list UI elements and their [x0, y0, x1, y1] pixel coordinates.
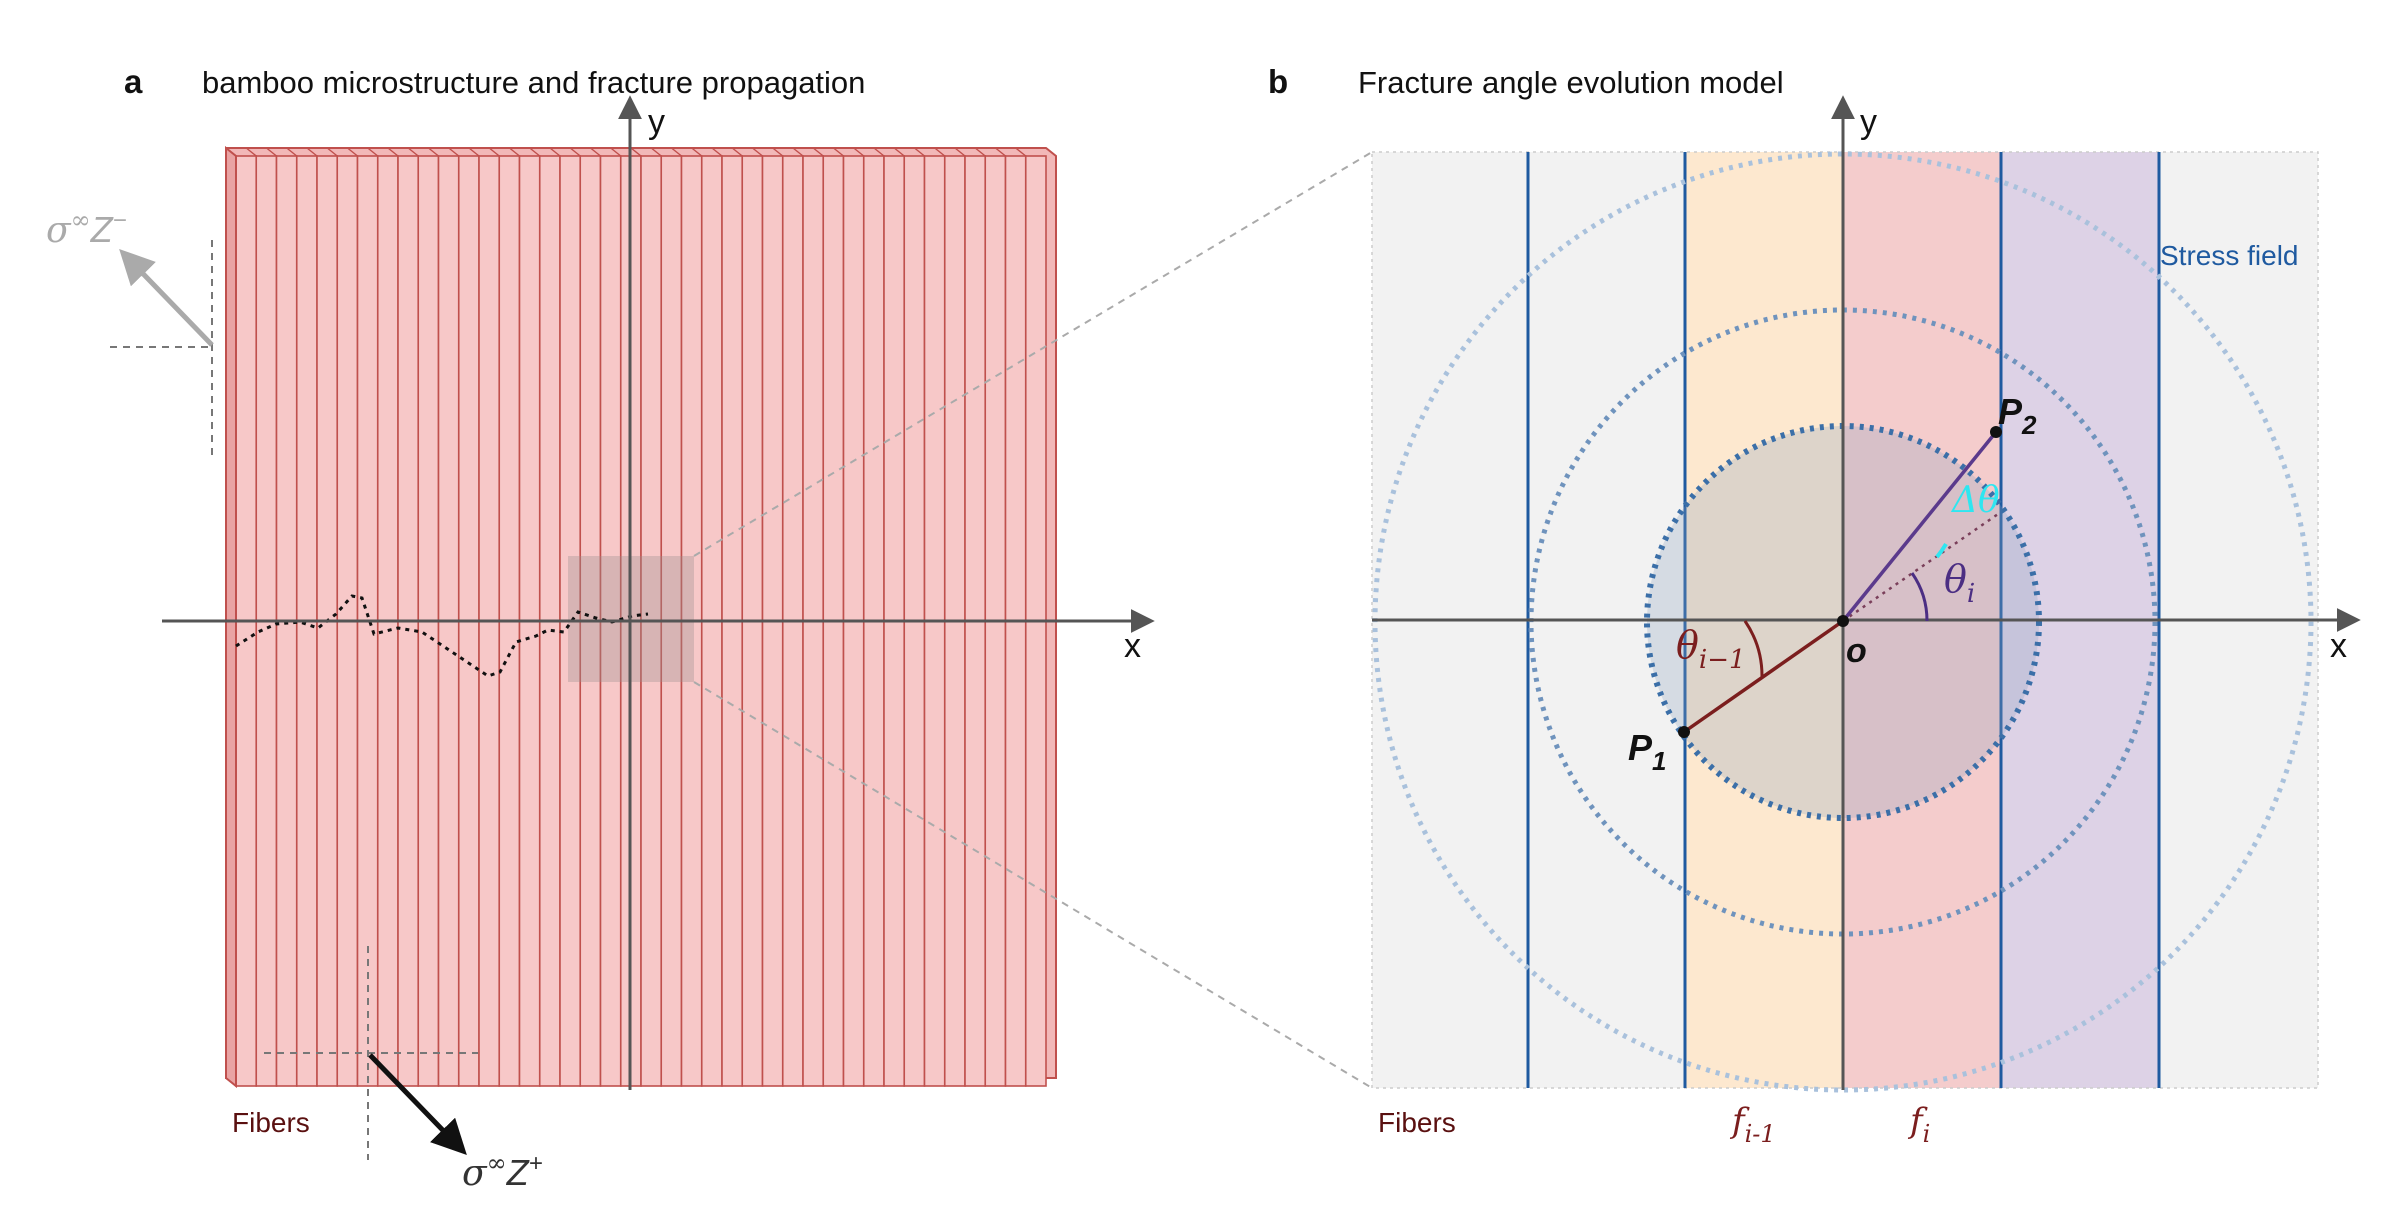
- fiber-strip-edge: [569, 147, 581, 157]
- fiber-i-label: fi: [1907, 1101, 1930, 1148]
- stress-circle-middle: [1528, 307, 2158, 937]
- p1-label: P1: [1628, 727, 1666, 776]
- fiber-strip-edge: [488, 147, 500, 157]
- panel-b-x-label: x: [2330, 627, 2347, 665]
- panel-a-fibers-label: Fibers: [232, 1107, 310, 1138]
- fiber-strip-edge: [650, 147, 662, 157]
- fiber-strip-edge: [428, 147, 439, 157]
- load-top-left: σ∞Z−: [46, 206, 214, 458]
- fiber-strip-edge: [995, 147, 1006, 157]
- fiber-strip-edge: [691, 147, 703, 157]
- load-bottom-label: σ∞Z+: [462, 1149, 543, 1194]
- fiber-strip-edge: [954, 147, 966, 157]
- theta-i-arc: [1910, 572, 1929, 622]
- fiber-strip-edge: [468, 147, 480, 157]
- fiber-strip-edge: [610, 147, 622, 157]
- origin-label: o: [1846, 632, 1867, 670]
- fiber-strip-edge: [448, 147, 460, 157]
- panel-a: a bamboo microstructure and fracture pro…: [46, 63, 1155, 1194]
- point-p1: [1678, 726, 1690, 738]
- panel-a-label: a: [124, 63, 143, 100]
- load-bottom-arrow: [368, 1053, 467, 1156]
- panel-b-label: b: [1268, 63, 1288, 100]
- origin-point: [1837, 615, 1849, 627]
- fiber-strip-edge: [671, 147, 682, 157]
- theta-i-label: θi: [1944, 557, 1975, 609]
- fiber-strip-edge: [893, 147, 905, 157]
- panel-a-title: bamboo microstructure and fracture propa…: [202, 65, 865, 100]
- stress-field-label: Stress field: [2160, 240, 2299, 271]
- fiber-strip-edge: [590, 147, 601, 157]
- fiber-strip-edge: [266, 147, 277, 157]
- point-p2: [1990, 426, 2002, 438]
- panel-b-y-label: y: [1860, 103, 1877, 141]
- fiber-strip-edge: [731, 147, 743, 157]
- fiber-strip-edge: [772, 147, 784, 157]
- fiber-strip-edge: [853, 147, 865, 157]
- theta-prev-label: θi−1: [1676, 623, 1746, 675]
- fiber-block-side: [225, 145, 237, 1089]
- delta-theta-arc: [1935, 542, 1948, 559]
- fiber-strip-edge: [549, 147, 561, 157]
- load-top-label: σ∞Z−: [46, 206, 127, 251]
- fiber-strip-edge: [873, 147, 885, 157]
- fiber-prev-label: fi-1: [1729, 1101, 1776, 1148]
- fiber-strip-edge: [833, 147, 844, 157]
- fiber-strip-edge: [326, 147, 338, 157]
- panel-b-fibers-label: Fibers: [1378, 1107, 1456, 1138]
- panel-b-title: Fracture angle evolution model: [1358, 65, 1784, 100]
- fiber-strip-edge: [306, 147, 318, 157]
- fiber-strip-edge: [934, 147, 946, 157]
- fiber-strip-edge: [752, 147, 763, 157]
- fiber-strip-edge: [1015, 147, 1027, 157]
- fiber-strip-edge: [792, 147, 804, 157]
- panel-b: b Fracture angle evolution model Stress …: [1268, 63, 2361, 1148]
- zoom-connector-bottom: [693, 681, 1373, 1089]
- fiber-strip-edge: [914, 147, 925, 157]
- fiber-strip-edge: [529, 147, 541, 157]
- theta-prev-arc: [1743, 620, 1764, 678]
- fiber-strip-edge: [509, 147, 520, 157]
- segment-o-p2: [1841, 430, 1998, 623]
- fiber-strip-edge: [367, 147, 379, 157]
- fiber-strip-edge: [407, 147, 419, 157]
- fiber-strip-edge: [387, 147, 399, 157]
- fiber-strip-edge: [286, 147, 298, 157]
- p2-label: P2: [1998, 391, 2037, 440]
- fiber-strip-edge: [347, 147, 358, 157]
- zoom-connector-top: [693, 151, 1373, 557]
- fiber-strip-edge: [245, 147, 257, 157]
- fiber-strip-edge: [711, 147, 723, 157]
- fiber-strip-edge: [630, 147, 642, 157]
- fiber-strip-edge: [974, 147, 986, 157]
- load-top-arrow: [119, 248, 214, 347]
- load-bottom: σ∞Z+: [264, 946, 543, 1194]
- stress-circle-outer: [1372, 151, 2314, 1093]
- delta-theta-label: Δθ: [1950, 480, 2000, 521]
- fiber-strip-edge: [812, 147, 824, 157]
- panel-a-x-label: x: [1124, 627, 1141, 665]
- panel-a-y-label: y: [648, 103, 665, 141]
